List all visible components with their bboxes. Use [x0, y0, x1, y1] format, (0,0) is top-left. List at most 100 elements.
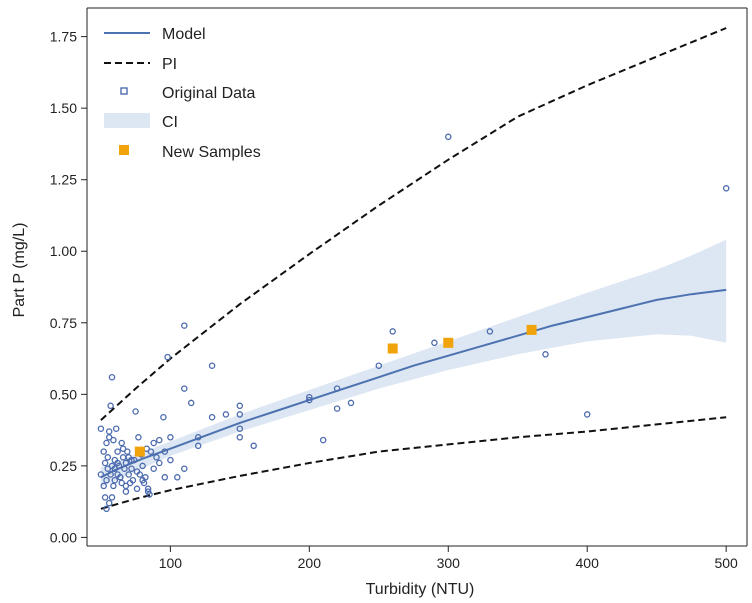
original-data-point — [161, 474, 169, 481]
legend-original-swatch — [120, 87, 128, 95]
original-data-point — [139, 462, 146, 470]
original-data-point — [208, 362, 216, 369]
original-data-point — [139, 476, 146, 484]
original-data-point — [583, 411, 591, 418]
original-data-point — [167, 456, 174, 464]
original-data-point — [108, 494, 116, 501]
original-data-point — [101, 494, 109, 501]
original-data-point — [110, 482, 117, 490]
original-data-point — [100, 448, 107, 455]
original-data-point — [121, 465, 128, 472]
original-data-point — [122, 482, 130, 490]
y-tick-label: 1.75 — [50, 29, 77, 45]
pi-lines-layer — [100, 27, 727, 510]
original-data-point — [125, 471, 132, 478]
original-data-point — [114, 448, 121, 455]
original-data-point — [236, 411, 244, 418]
y-tick-label: 0.00 — [50, 529, 77, 545]
y-axis-title: Part P (mg/L) — [11, 223, 28, 318]
original-data-point — [150, 439, 157, 447]
original-data-point — [112, 425, 120, 432]
original-data-point — [167, 434, 174, 441]
original-data-point — [146, 491, 153, 498]
x-tick-label: 100 — [159, 555, 183, 571]
original-data-point — [722, 185, 730, 192]
original-data-point — [107, 402, 114, 410]
original-data-point — [222, 411, 230, 418]
original-data-layer — [97, 133, 730, 513]
original-data-point — [542, 351, 549, 358]
original-data-point — [111, 476, 119, 484]
model-line-layer — [100, 288, 727, 479]
legend-new-swatch — [119, 145, 129, 155]
y-tick-label: 0.25 — [50, 458, 77, 474]
y-tick-label: 1.50 — [50, 100, 77, 116]
new-samples-layer — [134, 324, 537, 457]
original-data-point — [107, 471, 114, 478]
original-data-point — [375, 362, 383, 369]
original-data-point — [306, 396, 313, 404]
ci-band-layer — [100, 239, 727, 488]
x-tick-label: 500 — [714, 555, 738, 571]
pi-lower-line — [100, 416, 727, 510]
original-data-point — [389, 328, 396, 335]
model-line — [100, 288, 727, 479]
axes — [86, 7, 748, 547]
legend: Model PI Original Data CI New Samples — [104, 26, 261, 161]
original-data-point — [156, 459, 163, 467]
original-data-point — [133, 485, 141, 493]
y-tick-label: 1.25 — [50, 172, 77, 188]
legend-model-label: Model — [162, 26, 206, 43]
original-data-point — [445, 133, 452, 141]
original-data-point — [147, 448, 155, 455]
x-tick-label: 300 — [437, 555, 461, 571]
original-data-point — [128, 465, 135, 472]
original-data-point — [161, 448, 169, 455]
original-data-point — [156, 436, 163, 444]
original-data-point — [144, 485, 152, 493]
original-data-point — [333, 385, 341, 392]
original-data-point — [486, 328, 494, 335]
original-data-point — [174, 474, 181, 481]
legend-ci-swatch — [104, 113, 150, 128]
original-data-point — [250, 442, 257, 450]
original-data-point — [118, 479, 125, 487]
original-data-point — [119, 445, 127, 452]
original-data-point — [236, 425, 244, 432]
original-data-point — [319, 436, 327, 444]
legend-pi-label: PI — [162, 56, 177, 73]
new-sample-point — [526, 324, 537, 335]
original-data-point — [129, 476, 137, 484]
original-data-point — [97, 425, 105, 432]
original-data-point — [236, 434, 244, 441]
ci-band — [100, 239, 727, 488]
original-data-point — [181, 322, 188, 329]
x-tick-label: 200 — [298, 555, 322, 571]
original-data-point — [105, 434, 113, 441]
original-data-point — [117, 474, 124, 481]
y-tick-label: 1.00 — [50, 243, 77, 259]
original-data-point — [347, 399, 355, 407]
original-data-point — [100, 482, 107, 490]
original-data-point — [105, 499, 113, 507]
original-data-point — [103, 505, 110, 513]
ticks: 100 200 300 400 500 0.00 0.25 0.50 0.75 1.00 1.25 1… — [50, 29, 738, 571]
original-data-point — [101, 459, 109, 467]
original-data-point — [194, 442, 202, 450]
original-data-point — [181, 385, 188, 392]
legend-original-label: Original Data — [162, 85, 255, 102]
pi-upper-line — [100, 27, 727, 421]
x-axis-title: Turbidity (NTU) — [366, 581, 475, 598]
original-data-point — [118, 439, 125, 447]
original-data-point — [114, 459, 121, 467]
original-data-point — [97, 471, 105, 478]
original-data-point — [128, 456, 135, 464]
original-data-point — [103, 439, 110, 447]
original-data-point — [333, 405, 341, 412]
original-data-point — [103, 476, 110, 484]
legend-ci-label: CI — [162, 114, 178, 131]
original-data-point — [194, 434, 202, 441]
new-sample-point — [387, 343, 398, 354]
original-data-point — [132, 408, 139, 415]
original-data-point — [108, 373, 116, 381]
